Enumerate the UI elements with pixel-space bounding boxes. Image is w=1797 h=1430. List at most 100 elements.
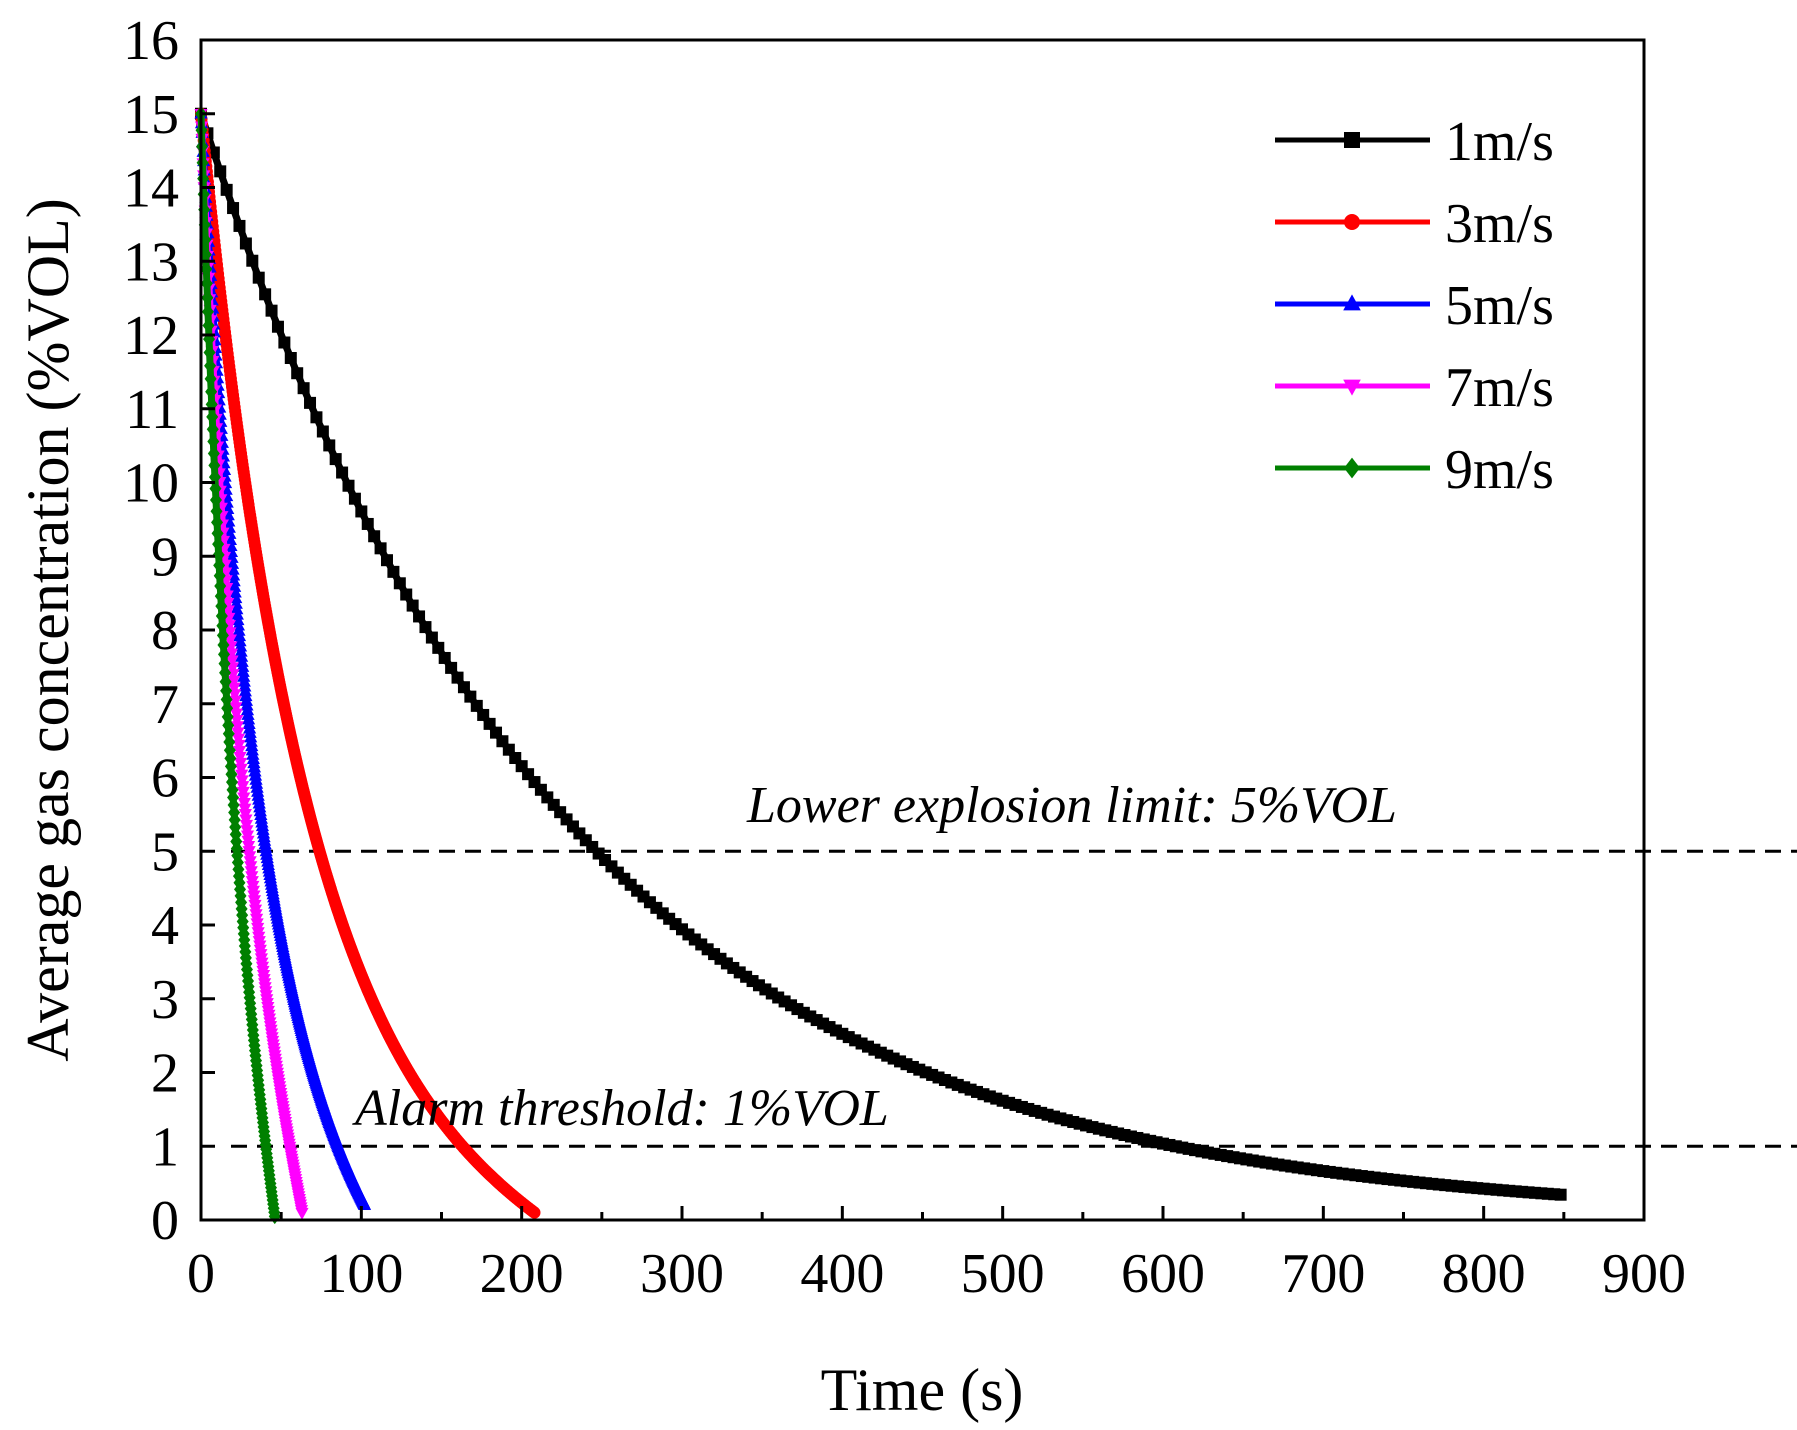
data-point [464,690,477,703]
data-point [425,631,438,644]
reference-lines-group [231,849,1797,1148]
data-point [214,578,227,594]
data-point [232,739,246,752]
legend-label: 5m/s [1445,275,1554,337]
data-point [206,409,219,425]
data-point [211,525,224,542]
data-point [271,320,284,333]
data-point [206,421,219,438]
y-tick-label: 8 [151,600,179,662]
data-point [199,232,212,248]
data-point [220,691,233,708]
axis-ticks-group: 0 100 200 300 400 500 600 700 800 900012345678910… [123,10,1686,1305]
data-point [470,699,483,712]
legend-swatch-marker [1344,132,1360,148]
data-point [310,411,323,424]
data-point [208,469,221,485]
data-point [380,554,393,567]
data-point [233,634,247,647]
data-point [329,453,342,466]
data-point [210,503,223,520]
data-point [217,637,230,653]
x-tick-label: 600 [1121,1243,1205,1305]
x-axis-title: Time (s) [821,1357,1024,1423]
data-point [451,671,464,684]
y-tick-label: 6 [151,748,179,810]
data-point [231,727,245,740]
legend: 1m/s 3m/s 5m/s 7m/s 9m/s [1275,111,1554,501]
series-9m-per-s [195,105,281,1225]
x-tick-label: 900 [1602,1243,1686,1305]
data-point [229,702,243,715]
data-point [203,344,216,361]
data-point [215,608,228,624]
data-point [374,542,387,555]
data-point [509,752,522,765]
data-point [200,261,213,277]
data-point [204,371,217,387]
data-point [213,567,226,584]
data-point [284,352,297,365]
y-tick-label: 5 [151,821,179,883]
data-point [457,681,470,694]
data-point [232,629,247,642]
data-point [297,382,310,395]
data-point [230,607,244,620]
data-point [233,219,246,232]
data-point [432,641,445,654]
data-point [235,649,249,662]
data-point [252,271,265,284]
data-point [222,717,235,734]
data-point [246,254,259,267]
data-point [214,588,227,604]
data-point [221,709,234,725]
legend-entry-1m-per-s: 1m/s [1275,111,1554,173]
data-point [304,396,317,409]
data-point [199,246,212,263]
data-point [336,466,349,479]
data-point [225,655,239,668]
data-point [406,599,419,612]
data-point [213,557,226,574]
series-1m-per-s [195,107,1567,1201]
data-point [202,317,215,334]
legend-label: 9m/s [1445,439,1554,501]
data-point [230,714,244,727]
data-point [207,445,220,462]
data-point [368,530,381,543]
series-group [194,105,1567,1225]
y-tick-label: 9 [151,526,179,588]
y-tick-label: 13 [123,231,179,293]
x-tick-label: 800 [1442,1243,1526,1305]
data-point [201,303,214,320]
y-tick-label: 1 [151,1116,179,1178]
data-point [224,648,239,661]
data-point [204,357,217,374]
data-point [216,618,229,634]
data-point [445,661,458,674]
legend-swatch-marker [1343,379,1361,396]
series-3m-per-s [195,107,541,1219]
y-tick-label: 10 [123,453,179,515]
data-point [817,1017,830,1030]
y-tick-label: 11 [125,379,179,441]
data-point [230,602,244,615]
y-tick-label: 3 [151,969,179,1031]
data-point [200,275,213,292]
x-tick-label: 200 [480,1243,564,1305]
data-point [225,556,240,569]
data-point [225,774,238,790]
data-point [393,577,406,590]
data-point [223,627,237,640]
legend-swatch-marker [1343,294,1361,311]
data-point [232,623,246,636]
y-tick-label: 7 [151,674,179,736]
data-point [342,479,355,492]
data-point [227,789,240,806]
y-axis-title: Average gas concentration (%VOL) [15,198,81,1062]
data-point [223,532,237,545]
data-point [265,304,278,317]
data-point [201,289,214,306]
x-tick-label: 700 [1281,1243,1365,1305]
data-point [216,627,229,644]
